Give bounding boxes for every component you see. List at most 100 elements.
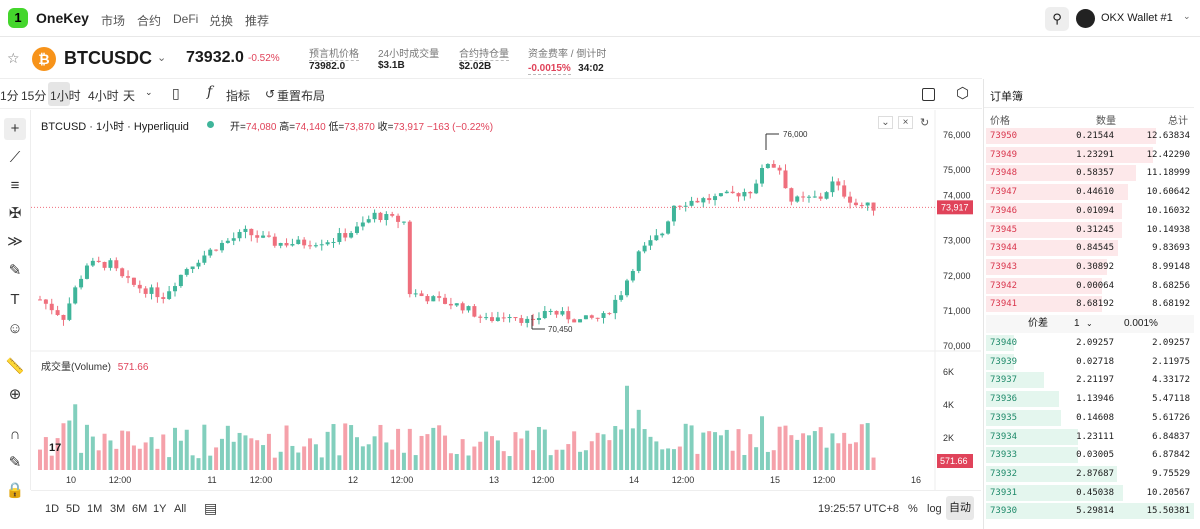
bids-row[interactable]: 73939 0.02718 2.11975 [986,353,1194,371]
asks-row[interactable]: 73947 0.44610 10.60642 [986,183,1194,201]
pattern-icon[interactable]: ✠ [8,205,22,222]
lock-drawing-icon[interactable]: ✎ [8,454,22,471]
volume-bar [302,446,307,470]
bids-row[interactable]: 73933 0.03005 6.87842 [986,446,1194,464]
interval-1h[interactable]: 1小时 [50,89,81,103]
asks-row[interactable]: 73944 0.84545 9.83693 [986,239,1194,257]
nav-defi[interactable]: DeFi [173,12,199,26]
volume-bar [713,432,718,470]
candle-body [308,245,313,247]
asks-row[interactable]: 73943 0.30892 8.99148 [986,258,1194,276]
magnet-icon[interactable]: ∩ [9,426,21,443]
emoji-icon[interactable]: ☺ [7,320,23,337]
bids-row[interactable]: 73940 2.09257 2.09257 [986,334,1194,352]
volume-bar [853,442,858,470]
volume-bar [648,436,653,470]
bids-row[interactable]: 73932 2.87687 9.75529 [986,465,1194,483]
auto-scale-toggle[interactable]: 自动 [946,496,974,520]
bids-row[interactable]: 73937 2.21197 4.33172 [986,371,1194,389]
prediction-icon[interactable]: ≫ [7,233,23,250]
star-icon[interactable]: ☆ [7,50,20,66]
volume-bar [495,440,500,470]
nav-referral[interactable]: 推荐 [245,14,270,28]
interval-4h[interactable]: 4小时 [88,89,119,103]
volume-bar [619,429,624,470]
settings-icon[interactable]: ⬡ [956,85,970,102]
reset-layout-button[interactable]: 重置布局 [277,89,326,103]
price-chart[interactable]: 76,000 75,000 74,000 73,000 72,000 71,000 70,0… [31,110,981,490]
brush-icon[interactable]: ✎ [8,262,22,279]
price: 73930 [990,506,1018,517]
refresh-icon[interactable]: ↻ [920,117,930,129]
chevron-down-icon[interactable]: ⌄ [1086,319,1093,328]
range-6m[interactable]: 6M [132,503,148,515]
volume-bar [472,446,477,470]
nav-market[interactable]: 市场 [101,14,126,28]
interval-day[interactable]: 天 [123,89,136,103]
stat-label: 合约持仓量 [459,45,509,61]
candle-body [625,280,629,296]
calendar-icon[interactable]: ▤ [204,500,218,516]
wallet-name[interactable]: OKX Wallet #1 [1101,12,1173,24]
onekey-logo[interactable]: 1 [8,8,28,28]
range-5d[interactable]: 5D [66,503,81,515]
size: 0.84545 [1076,243,1114,254]
asks-row[interactable]: 73948 0.58357 11.18999 [986,164,1194,182]
volume-bar [777,426,782,470]
bids-row[interactable]: 73931 0.45038 10.20567 [986,484,1194,502]
chevron-down-icon[interactable]: ⌄ [1183,11,1191,21]
candle-body [683,205,688,207]
crosshair-icon[interactable]: + [4,118,26,140]
range-3m[interactable]: 3M [110,503,126,515]
bids-row[interactable]: 73930 5.29814 15.50381 [986,502,1194,520]
range-1y[interactable]: 1Y [153,503,167,515]
candle-body [666,221,671,234]
spread-step-select[interactable]: 1 [1074,318,1080,329]
total: 6.87842 [1152,450,1190,461]
volume-bar [689,425,694,470]
range-all[interactable]: All [174,503,187,515]
zoom-in-icon[interactable]: ⊕ [8,386,22,403]
asks-row[interactable]: 73942 0.00064 8.68256 [986,277,1194,295]
interval-1m[interactable]: 1分 [0,89,19,103]
chevron-down-icon[interactable]: ⌄ [145,87,153,97]
interval-15m[interactable]: 15分 [21,89,47,103]
nav-perps[interactable]: 合约 [137,14,162,28]
symbol[interactable]: BTCUSDC [64,48,152,68]
search-icon[interactable]: ⚲ [1045,7,1069,31]
total: 4.33172 [1152,375,1190,386]
volume-bar [126,431,131,470]
indicators-icon[interactable]: f [207,84,213,100]
trend-line-icon[interactable]: ⟋ [9,149,21,166]
fib-lines-icon[interactable]: ≡ [10,177,20,194]
lock-icon[interactable]: 🔒 [5,482,25,499]
candlestick-type-icon[interactable]: ▯ [172,85,180,101]
spread-percent: 0.001% [1124,318,1158,329]
chevron-down-icon[interactable]: ⌄ [878,116,893,129]
price: 73950 [990,131,1018,141]
asks-row[interactable]: 73949 1.23291 12.42290 [986,146,1194,164]
percent-toggle[interactable]: % [908,503,918,515]
range-1d[interactable]: 1D [45,503,60,515]
log-toggle[interactable]: log [927,503,942,515]
collapse-icon[interactable]: × [898,116,913,129]
volume-bar [413,455,418,470]
bottom-bar: 1D 5D 1M 3M 6M 1Y All ▤ 19:25:57 UTC+8 % log 自… [31,490,981,529]
chevron-down-icon[interactable]: ⌄ [157,52,167,64]
fullscreen-icon[interactable] [922,88,935,101]
asks-row[interactable]: 73945 0.31245 10.14938 [986,221,1194,239]
asks-row[interactable]: 73946 0.01094 10.16032 [986,202,1194,220]
candle-body [495,317,500,321]
text-icon[interactable]: T [10,291,20,308]
bids-row[interactable]: 73934 1.23111 6.84837 [986,428,1194,446]
bids-row[interactable]: 73935 0.14608 5.61726 [986,409,1194,427]
reset-icon[interactable]: ↺ [265,87,276,101]
bids-row[interactable]: 73936 1.13946 5.47118 [986,390,1194,408]
indicators-button[interactable]: 指标 [226,89,251,103]
nav-swap[interactable]: 兑换 [209,14,234,28]
asks-row[interactable]: 73950 0.21544 12.63834 [986,127,1194,145]
volume-bar [437,425,442,470]
range-1m[interactable]: 1M [87,503,103,515]
asks-row[interactable]: 73941 8.68192 8.68192 [986,295,1194,313]
ruler-icon[interactable]: 📏 [5,358,25,375]
